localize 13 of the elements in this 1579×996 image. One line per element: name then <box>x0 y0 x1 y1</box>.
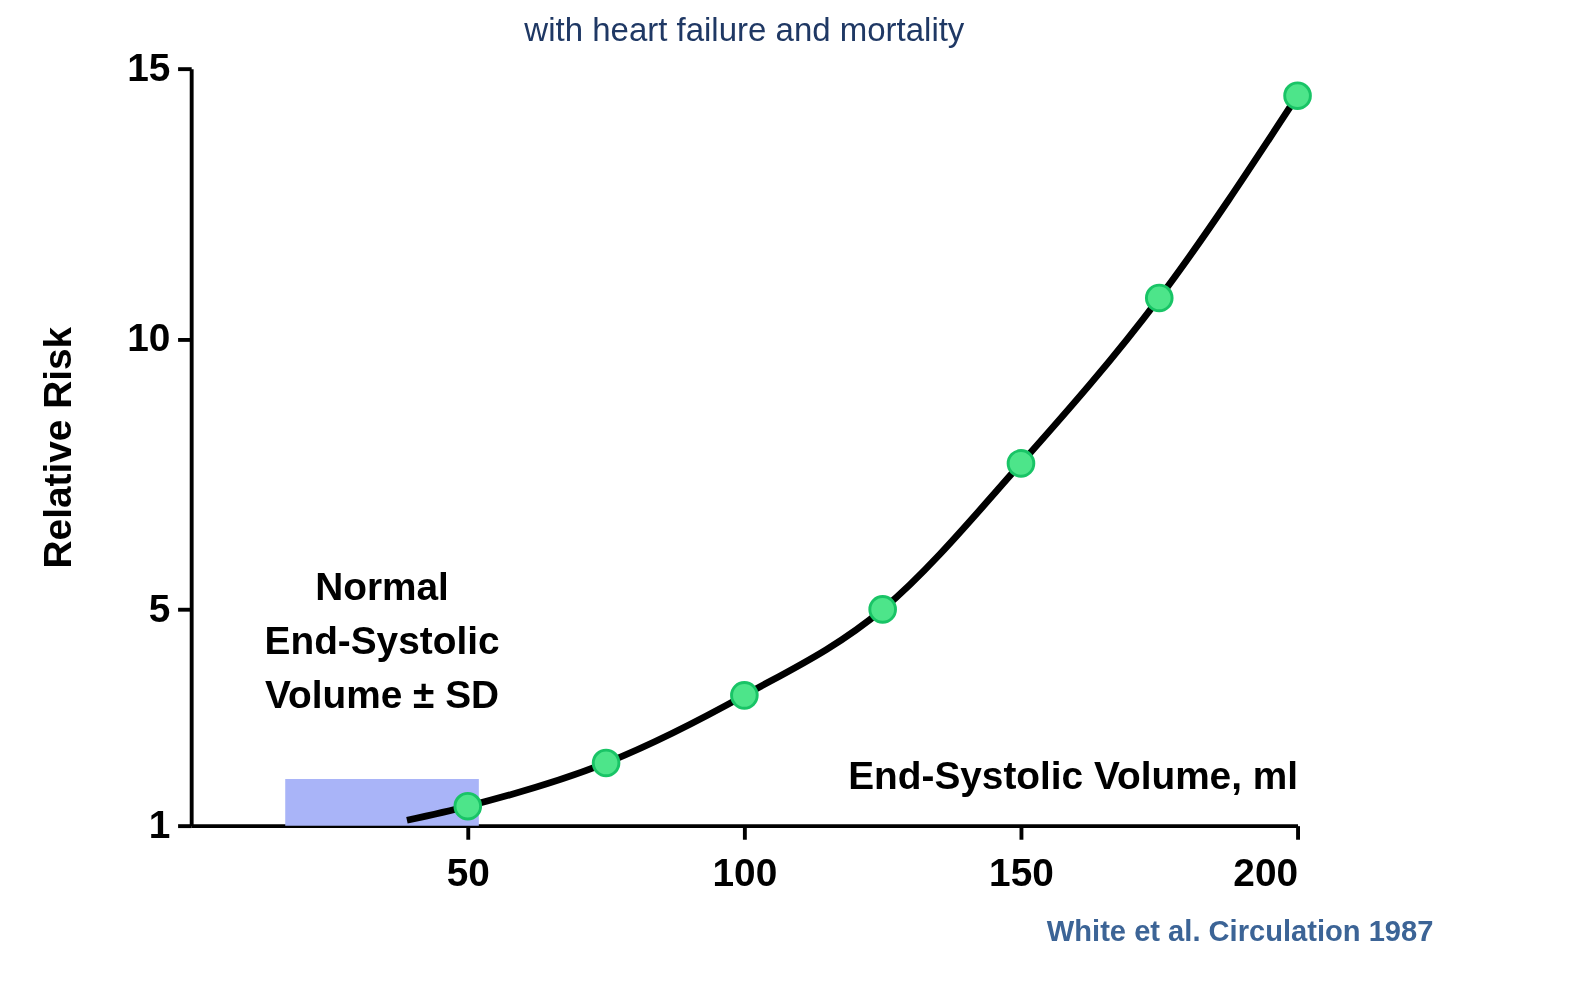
x-tick-label: 50 <box>446 851 490 895</box>
x-axis-title: End-Systolic Volume, ml <box>848 754 1299 798</box>
y-tick-label: 1 <box>148 802 171 846</box>
x-tick-label: 150 <box>989 851 1054 895</box>
y-axis-title: Relative Risk <box>35 326 79 569</box>
y-tick-label: 10 <box>127 316 171 360</box>
band-label: Normal End-Systolic Volume ± SD <box>264 564 500 717</box>
x-tick-label: 100 <box>712 851 778 895</box>
chart-title: with heart failure and mortality <box>523 10 965 48</box>
y-tick-label: 15 <box>127 45 171 89</box>
x-tick-label: 200 <box>1233 851 1299 895</box>
text: White et al. Circulation 1987 <box>1046 915 1434 948</box>
y-tick-label: 5 <box>148 586 171 630</box>
